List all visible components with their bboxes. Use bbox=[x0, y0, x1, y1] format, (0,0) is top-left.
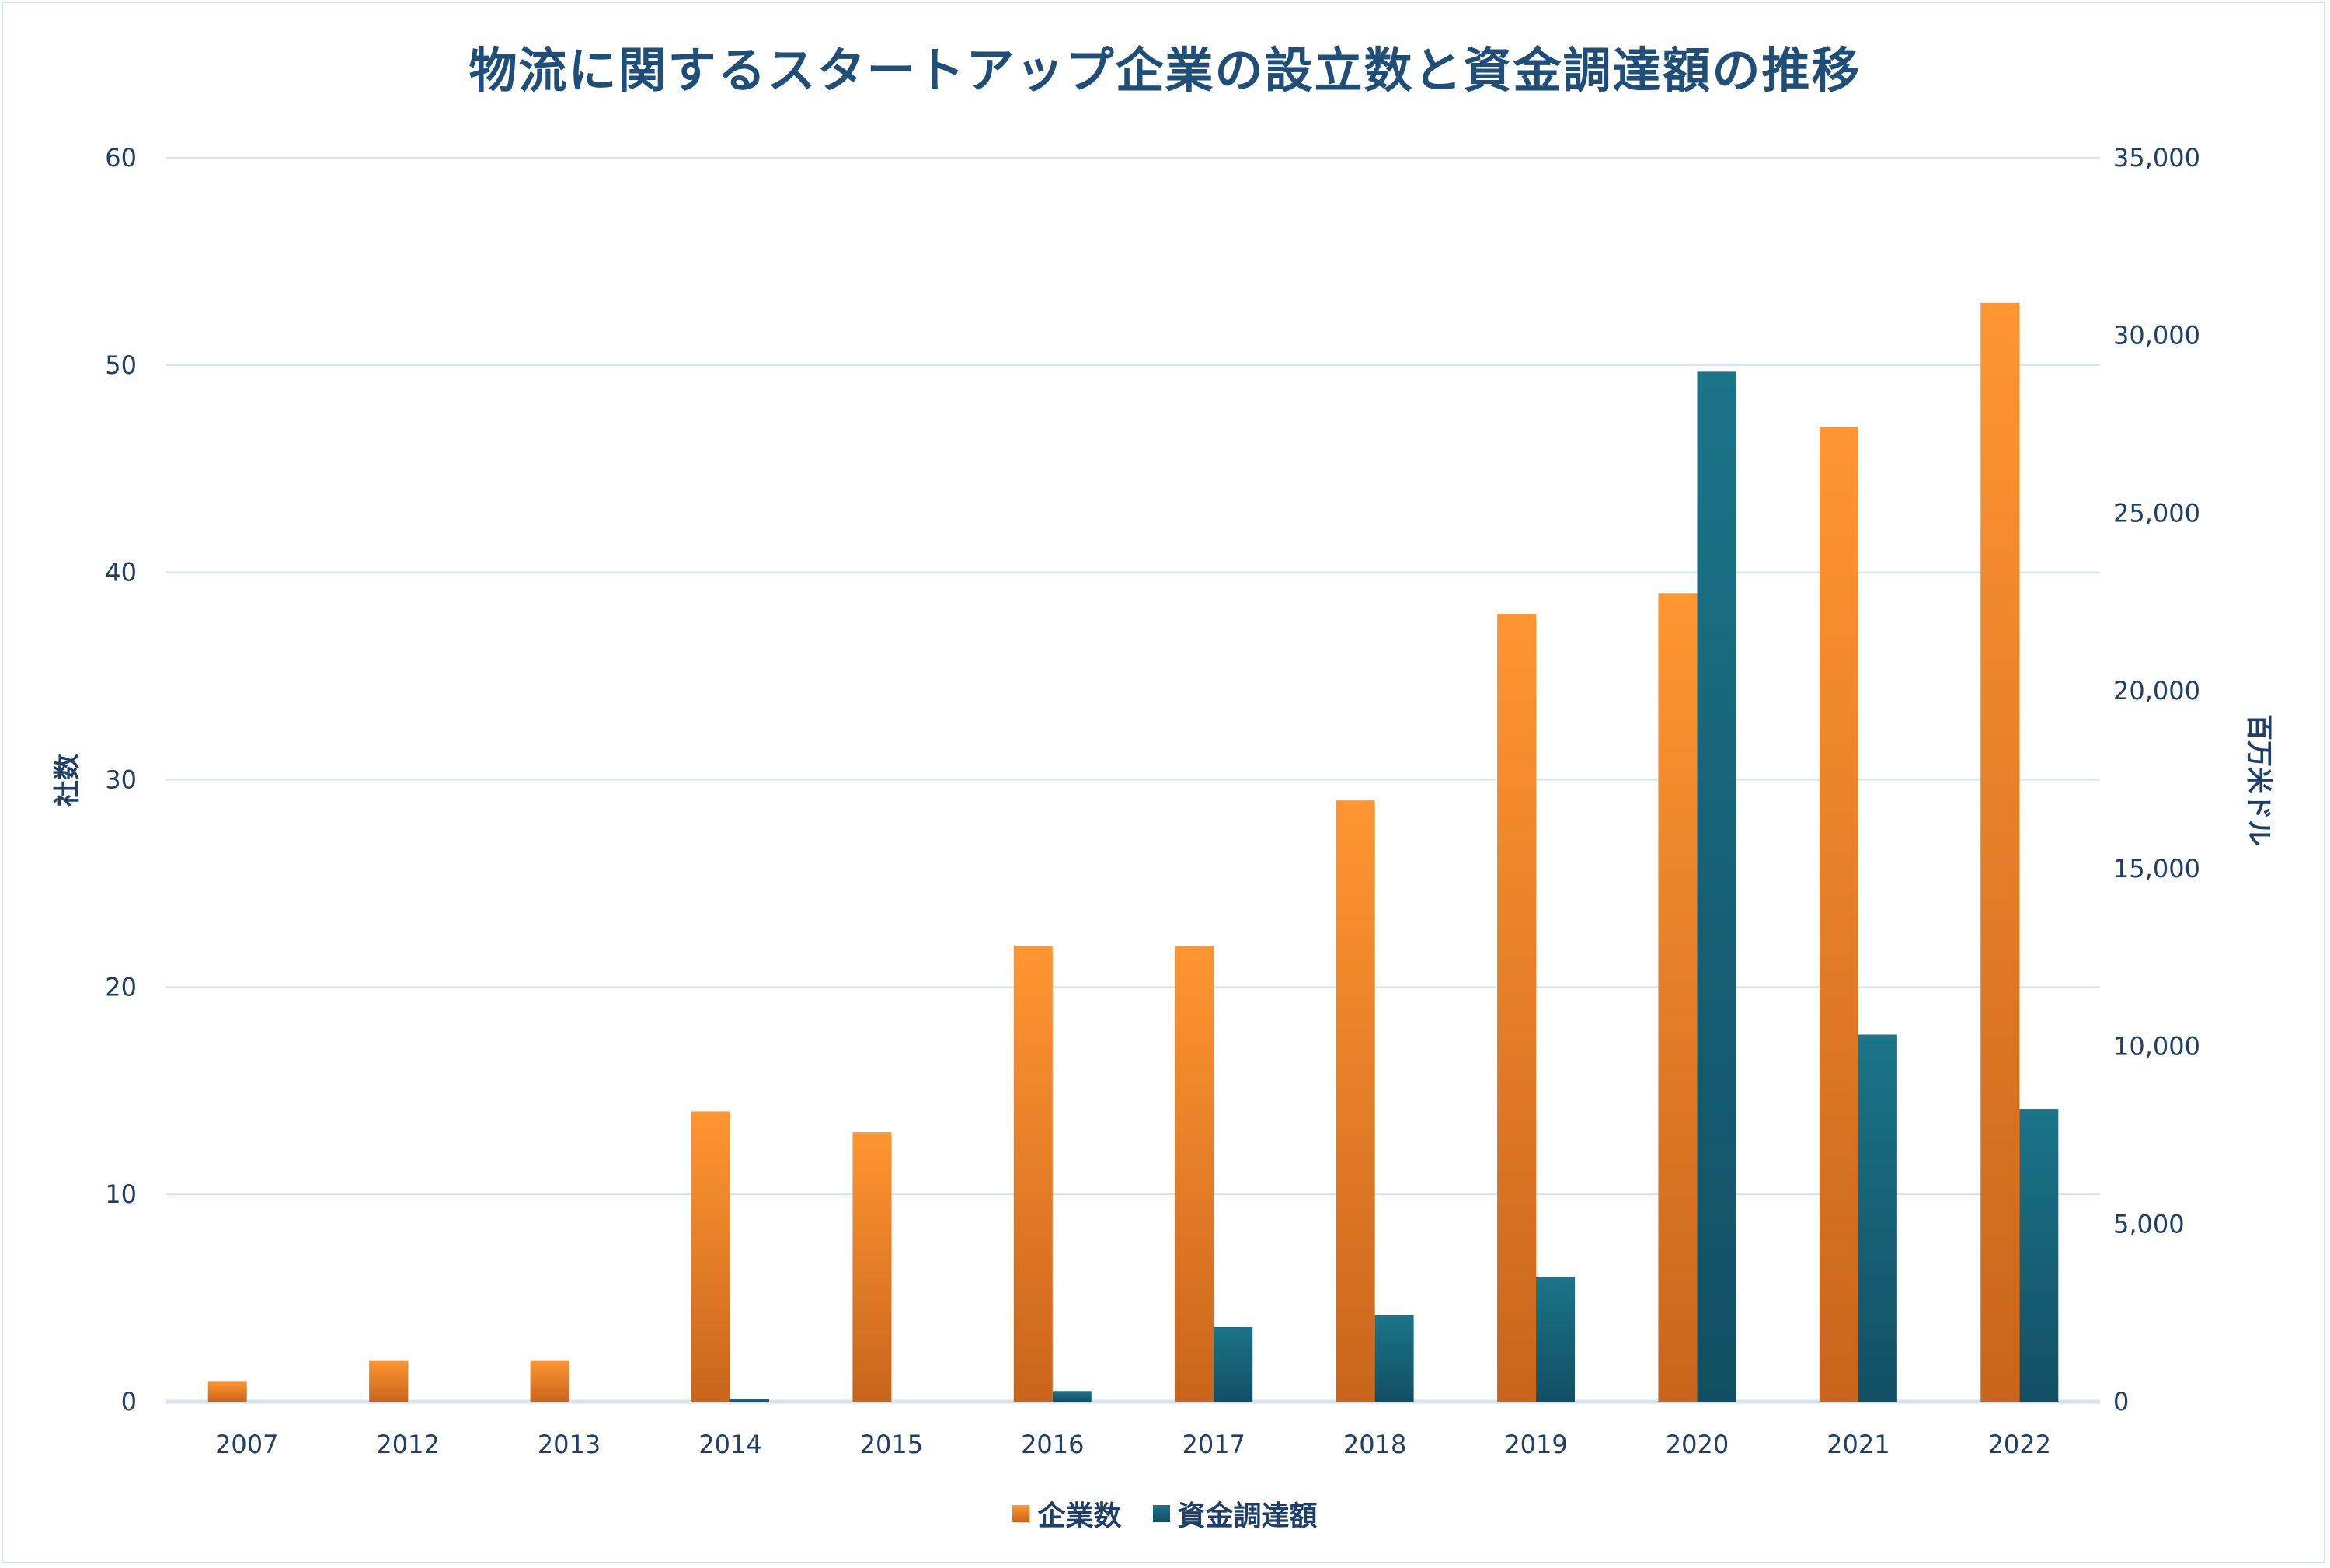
x-tick-label: 2012 bbox=[376, 1430, 439, 1459]
y-tick-label: 50 bbox=[105, 350, 137, 380]
x-tick-label: 2007 bbox=[215, 1430, 278, 1459]
legend-swatch bbox=[1152, 1505, 1170, 1522]
y2-tick-label: 5,000 bbox=[2113, 1209, 2185, 1239]
bar-funding bbox=[1697, 371, 1736, 1402]
legend-item-funding: 資金調達額 bbox=[1152, 1493, 1318, 1534]
y2-tick-label: 10,000 bbox=[2113, 1032, 2200, 1061]
bar-companies bbox=[369, 1360, 409, 1402]
x-tick-label: 2014 bbox=[698, 1430, 761, 1459]
x-tick-label: 2018 bbox=[1343, 1430, 1406, 1459]
bar-funding bbox=[1374, 1315, 1414, 1402]
x-tick-label: 2019 bbox=[1504, 1430, 1567, 1459]
bar-companies bbox=[1819, 427, 1858, 1402]
legend-item-companies: 企業数 bbox=[1012, 1493, 1122, 1534]
y2-tick-label: 30,000 bbox=[2113, 321, 2200, 350]
y-axis-label: 社数 bbox=[52, 754, 83, 807]
x-tick-label: 2013 bbox=[538, 1430, 601, 1459]
y2-tick-label: 15,000 bbox=[2113, 854, 2200, 883]
legend-swatch bbox=[1012, 1505, 1030, 1522]
chart-title: 物流に関するスタートアップ企業の設立数と資金調達額の推移 bbox=[468, 42, 1862, 99]
x-tick-label: 2015 bbox=[860, 1430, 923, 1459]
bar-funding bbox=[1536, 1276, 1576, 1402]
bar-funding bbox=[1052, 1391, 1092, 1402]
y2-axis-label: 百万米ドル bbox=[2243, 714, 2274, 846]
bar-companies bbox=[1336, 800, 1375, 1402]
y-tick-label: 30 bbox=[105, 765, 137, 795]
legend-label: 資金調達額 bbox=[1177, 1500, 1318, 1532]
bar-companies bbox=[530, 1360, 569, 1402]
y2-tick-label: 35,000 bbox=[2113, 143, 2200, 172]
bar-companies bbox=[207, 1381, 247, 1402]
y-tick-label: 40 bbox=[105, 558, 137, 587]
y2-tick-label: 0 bbox=[2113, 1387, 2129, 1416]
bar-funding bbox=[1214, 1326, 1253, 1402]
bar-companies bbox=[1658, 593, 1698, 1402]
legend: 企業数 資金調達額 bbox=[0, 1493, 2330, 1534]
bar-companies bbox=[1175, 945, 1214, 1402]
bar-companies bbox=[1980, 302, 2020, 1402]
legend-label: 企業数 bbox=[1037, 1500, 1122, 1532]
bar-funding bbox=[2019, 1109, 2059, 1402]
y2-tick-label: 25,000 bbox=[2113, 498, 2200, 528]
x-tick-label: 2021 bbox=[1827, 1430, 1889, 1459]
bar-companies bbox=[691, 1111, 730, 1402]
y-tick-label: 10 bbox=[105, 1179, 137, 1209]
x-tick-label: 2017 bbox=[1182, 1430, 1245, 1459]
bar-funding bbox=[1858, 1034, 1897, 1402]
y-tick-label: 60 bbox=[105, 143, 137, 172]
bar-companies bbox=[1497, 614, 1537, 1402]
y-tick-label: 20 bbox=[105, 972, 137, 1002]
bar-companies bbox=[852, 1132, 892, 1402]
x-tick-label: 2016 bbox=[1021, 1430, 1084, 1459]
bar-funding bbox=[730, 1399, 769, 1402]
bar-companies bbox=[1013, 945, 1053, 1402]
y2-tick-label: 20,000 bbox=[2113, 676, 2200, 706]
y-tick-label: 0 bbox=[121, 1387, 137, 1416]
x-tick-label: 2020 bbox=[1666, 1430, 1729, 1459]
x-tick-label: 2022 bbox=[1988, 1430, 2051, 1459]
